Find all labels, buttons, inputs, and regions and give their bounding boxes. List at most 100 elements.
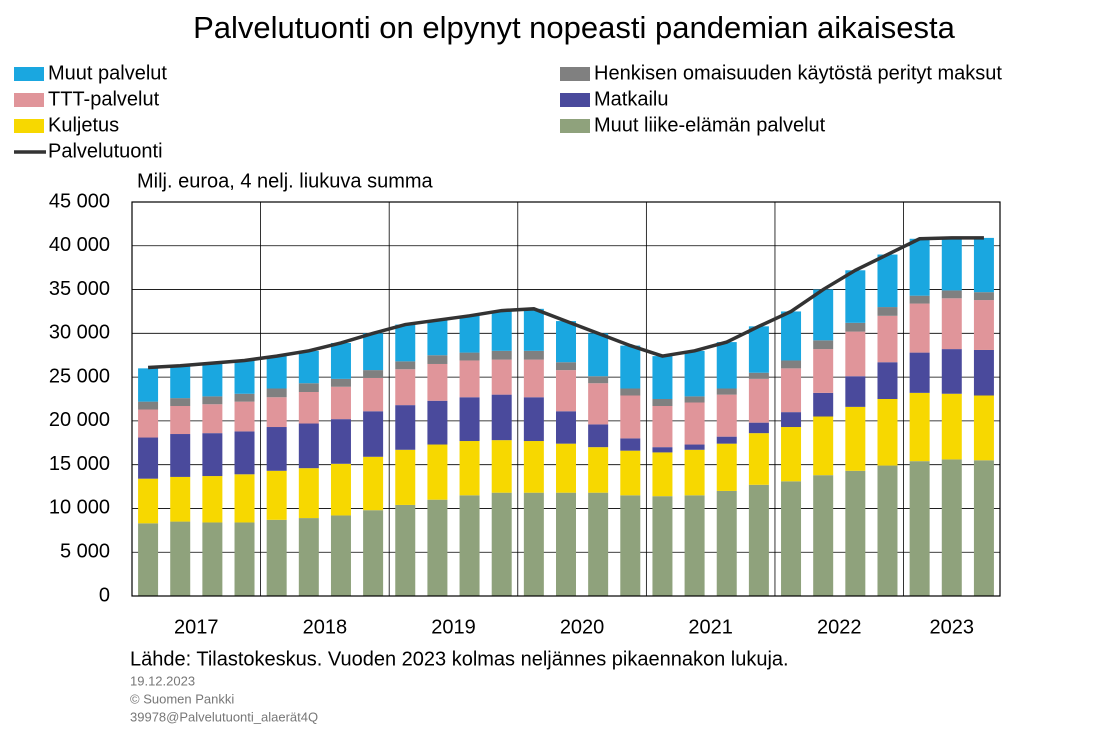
bar-segment: [781, 360, 802, 369]
bar-segment: [459, 441, 480, 496]
bar-segment: [973, 460, 994, 596]
bar-segment: [620, 388, 641, 396]
bar-segment: [941, 290, 962, 299]
bar-segment: [523, 350, 544, 360]
bar-segment: [234, 393, 255, 402]
bar-segment: [234, 401, 255, 432]
bar-segment: [845, 406, 866, 471]
bar-segment: [298, 350, 319, 384]
bar-segment: [620, 438, 641, 451]
bar-segment: [748, 484, 769, 596]
y-tick-label: 5 000: [60, 541, 110, 563]
bar-segment: [909, 238, 930, 296]
bar-segment: [395, 324, 416, 362]
bar-segment: [523, 308, 544, 351]
bar-segment: [813, 475, 834, 596]
bar-segment: [716, 490, 737, 596]
bar-segment: [138, 401, 159, 410]
footer-date: 19.12.2023: [130, 673, 195, 688]
bar-segment: [330, 386, 351, 420]
x-tick-label: 2021: [688, 616, 733, 638]
bar-segment: [266, 397, 287, 428]
bar-segment: [941, 393, 962, 460]
bar-segment: [973, 237, 994, 293]
bar-segment: [427, 400, 448, 445]
bar-segment: [845, 331, 866, 377]
bar-segment: [781, 368, 802, 413]
bar-segment: [170, 406, 191, 435]
bar-segment: [523, 397, 544, 442]
bar-segment: [781, 481, 802, 596]
bar-segment: [491, 310, 512, 351]
plot-frame: [131, 201, 1001, 597]
bar-segment: [202, 363, 223, 397]
bar-segment: [877, 465, 898, 596]
bar-segment: [588, 492, 609, 596]
bar-segment: [491, 492, 512, 596]
bar-segment: [459, 360, 480, 398]
bar-segment: [716, 388, 737, 395]
bar-segment: [588, 376, 609, 384]
bar-segment: [877, 315, 898, 363]
x-tick-label: 2022: [817, 616, 862, 638]
subtitle: Milj. euroa, 4 nelj. liukuva summa: [137, 170, 434, 192]
bar-segment: [620, 345, 641, 389]
bar-segment: [266, 470, 287, 520]
bar-segment: [909, 295, 930, 304]
bar-segment: [363, 370, 384, 378]
bar-segment: [523, 492, 544, 596]
bar-segment: [138, 437, 159, 479]
x-tick-label: 2018: [303, 616, 348, 638]
bar-segment: [330, 419, 351, 464]
bar-segment: [845, 322, 866, 332]
bar-segment: [395, 369, 416, 406]
y-tick-label: 40 000: [49, 234, 110, 256]
bar-segment: [459, 315, 480, 353]
bar-segment: [330, 378, 351, 387]
bar-segment: [459, 397, 480, 442]
bar-segment: [941, 237, 962, 291]
y-tick-label: 25 000: [49, 365, 110, 387]
bar-segment: [877, 254, 898, 308]
bar-segment: [330, 463, 351, 516]
bar-segment: [298, 468, 319, 519]
bar-segment: [491, 440, 512, 493]
bar-segment: [941, 298, 962, 350]
y-tick-label: 0: [99, 584, 110, 606]
bar-segment: [202, 522, 223, 596]
bar-segment: [652, 399, 673, 407]
bar-segment: [781, 427, 802, 482]
legend-label: Palvelutuonti: [48, 140, 163, 162]
y-tick-label: 10 000: [49, 497, 110, 519]
bar-segment: [813, 349, 834, 393]
bar-segment: [523, 359, 544, 398]
bar-segment: [684, 396, 705, 403]
bar-segment: [716, 342, 737, 389]
bar-segment: [298, 518, 319, 596]
legend-swatch: [560, 93, 590, 107]
bar-segment: [556, 411, 576, 444]
bar-segment: [941, 459, 962, 596]
bar-segment: [202, 433, 223, 477]
bar-segment: [202, 404, 223, 434]
bar-segment: [684, 495, 705, 596]
bar-segment: [298, 423, 319, 469]
y-tick-label: 45 000: [49, 190, 110, 212]
x-tick-label: 2017: [174, 616, 219, 638]
bar-segment: [363, 411, 384, 457]
legend-swatch: [14, 67, 44, 81]
bar-segment: [523, 441, 544, 493]
footer-copyright: © Suomen Pankki: [130, 691, 234, 706]
bar-segment: [138, 478, 159, 524]
bar-segment: [748, 378, 769, 423]
bar-segment: [716, 443, 737, 491]
bar-segment: [620, 495, 641, 596]
bar-segment: [298, 391, 319, 424]
bar-segment: [620, 450, 641, 496]
bar-segment: [588, 447, 609, 493]
bar-segment: [363, 377, 384, 412]
bar-segment: [491, 394, 512, 441]
legend-swatch: [14, 119, 44, 133]
bar-segment: [556, 492, 576, 596]
